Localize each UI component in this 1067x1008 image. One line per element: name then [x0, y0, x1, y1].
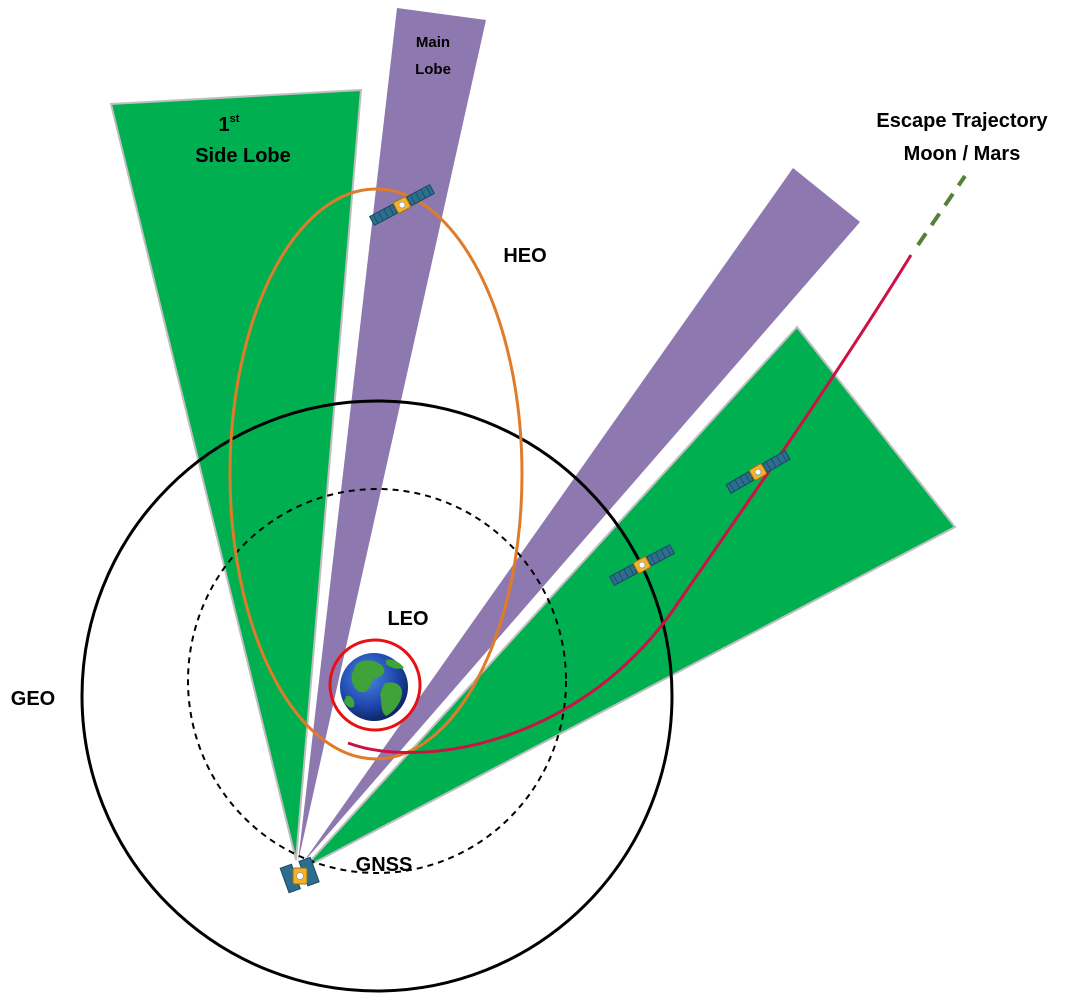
side-lobe-label-line1: 1st: [219, 113, 240, 136]
escape-trajectory: [347, 254, 913, 755]
satellite-icon: [279, 856, 320, 894]
side-lobe-right: [303, 325, 957, 869]
geo-orbit: [80, 399, 674, 993]
side-lobe-left: [109, 88, 363, 861]
main-lobe-label-line2: Lobe: [415, 61, 451, 78]
earth-icon: [340, 653, 408, 721]
main-lobe-label-line1: Main: [416, 34, 450, 51]
main-lobe-top: [298, 8, 486, 862]
leo-label: LEO: [387, 608, 428, 630]
main-lobe-right: [302, 168, 860, 864]
heo-orbit: [228, 187, 524, 761]
side-lobe-label-line2: Side Lobe: [195, 145, 291, 167]
escape-label-line2: Moon / Mars: [904, 143, 1021, 165]
leo-orbit: [328, 638, 422, 732]
escape-label-line1: Escape Trajectory: [876, 110, 1048, 132]
gnss-label: GNSS: [356, 854, 413, 876]
side-lobe-number: 1: [219, 114, 230, 136]
gnss-orbit: [187, 488, 567, 874]
side-lobe-suffix: st: [230, 113, 240, 125]
geo-label: GEO: [11, 688, 55, 710]
heo-label: HEO: [503, 245, 546, 267]
escape-trajectory-dashed: [916, 174, 967, 247]
